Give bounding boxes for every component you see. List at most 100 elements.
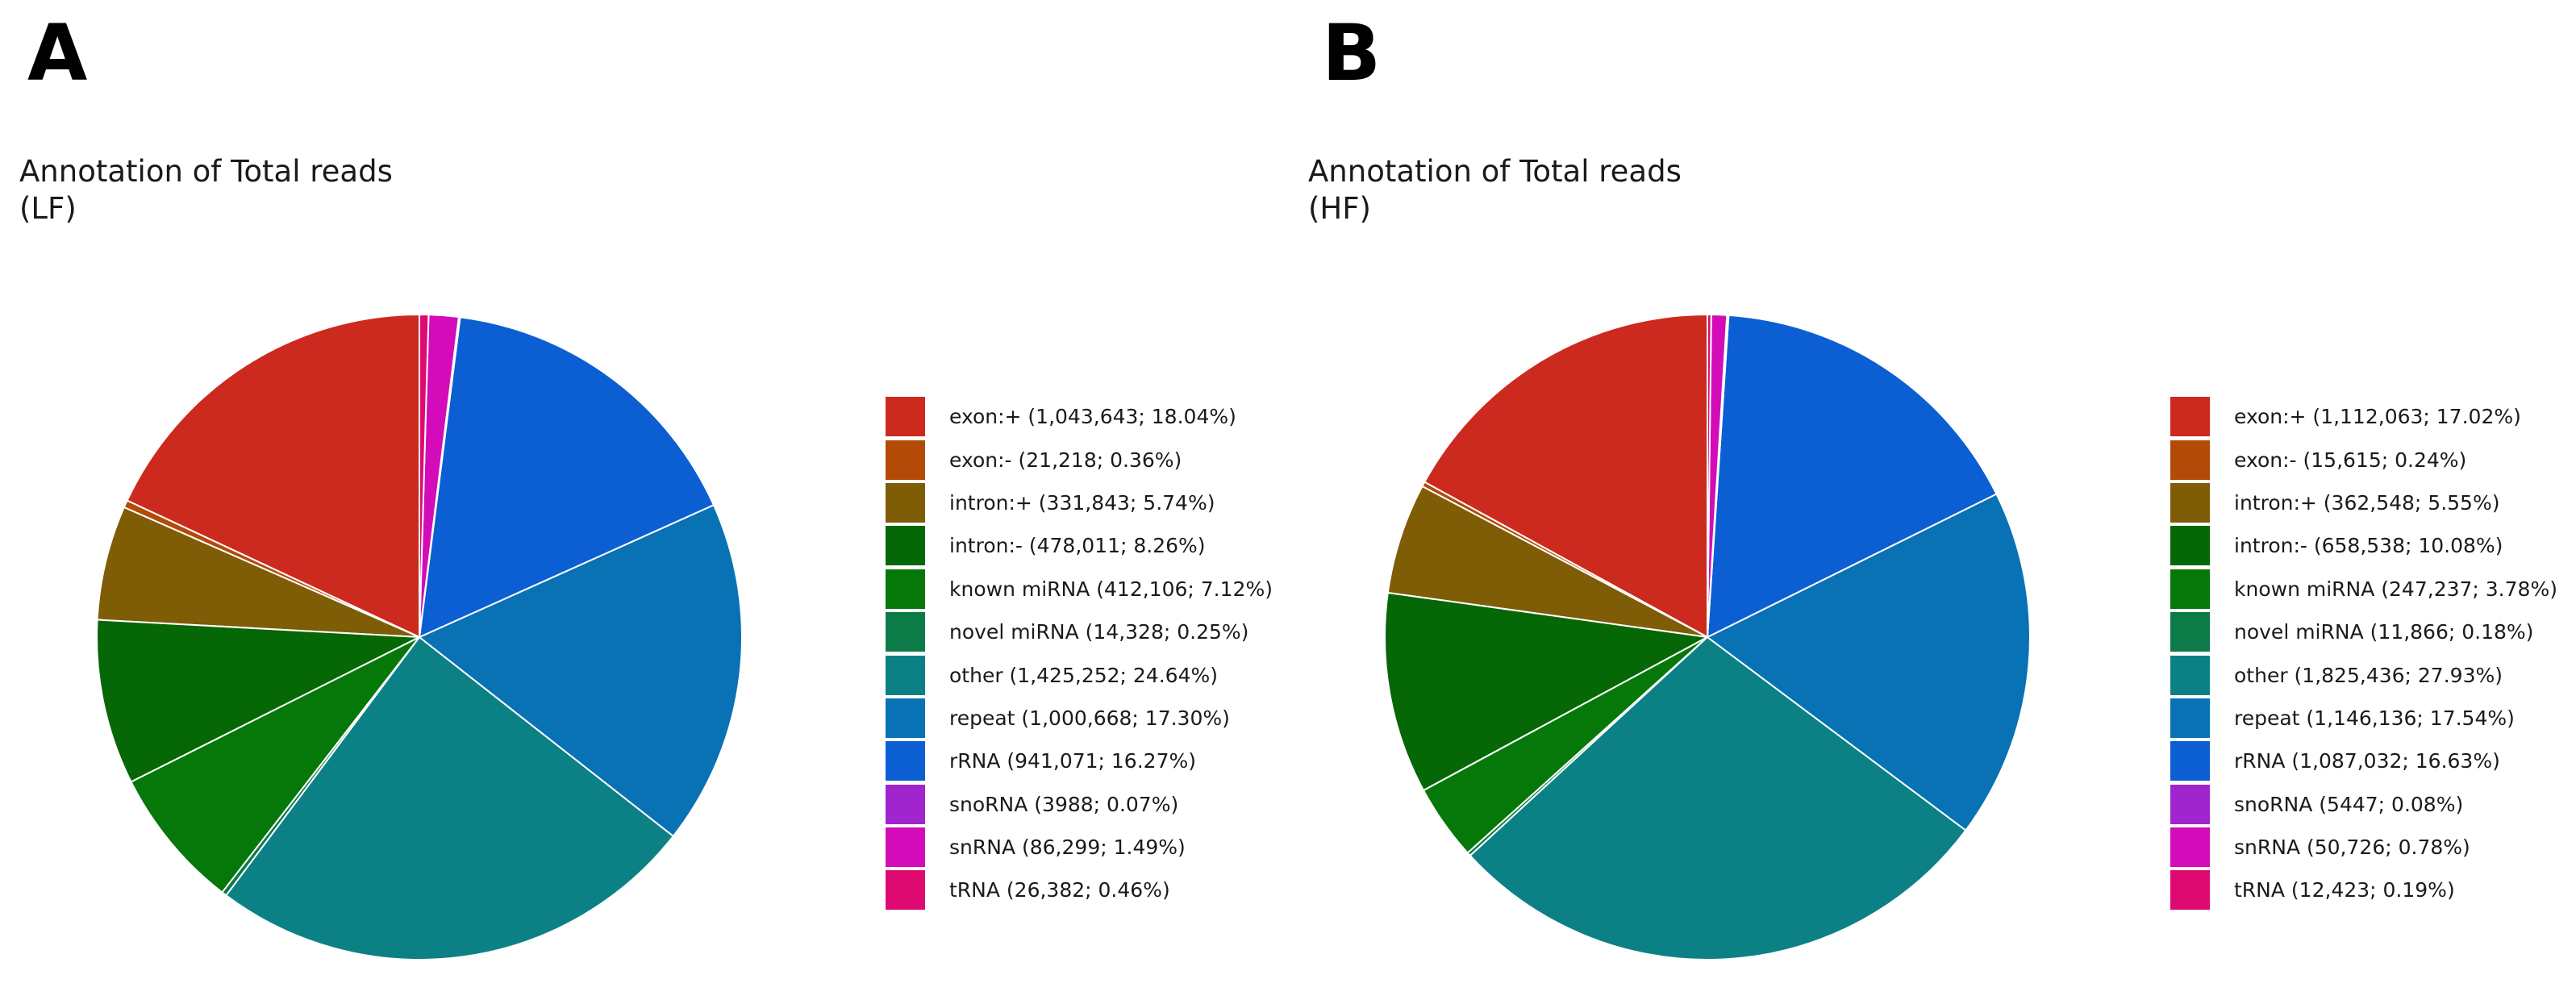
legend-item: snRNA (86,299; 1.49%) bbox=[886, 826, 1273, 869]
legend-item: exon:+ (1,043,643; 18.04%) bbox=[886, 395, 1273, 438]
legend-item: intron:+ (331,843; 5.74%) bbox=[886, 481, 1273, 524]
legend-item: tRNA (26,382; 0.46%) bbox=[886, 869, 1273, 911]
legend-swatch bbox=[2170, 655, 2210, 695]
chart-title: Annotation of Total reads (HF) bbox=[1308, 153, 1682, 227]
chart-title-line-2: (LF) bbox=[19, 191, 77, 226]
legend-swatch bbox=[886, 827, 925, 868]
pie-slice-other bbox=[1469, 636, 1967, 961]
legend-label: rRNA (1,087,032; 16.63%) bbox=[2234, 749, 2500, 773]
pie-slice-known-mirna bbox=[130, 636, 420, 894]
legend-item: repeat (1,146,136; 17.54%) bbox=[2170, 697, 2557, 740]
legend-item: intron:- (478,011; 8.26%) bbox=[886, 524, 1273, 567]
legend-label: intron:+ (331,843; 5.74%) bbox=[949, 490, 1215, 515]
legend-label: other (1,825,436; 27.93%) bbox=[2234, 663, 2503, 687]
legend-swatch bbox=[886, 397, 925, 437]
legend-swatch bbox=[2170, 397, 2210, 437]
legend-label: snoRNA (3988; 0.07%) bbox=[949, 792, 1179, 816]
legend-label: tRNA (12,423; 0.19%) bbox=[2234, 878, 2455, 902]
legend-swatch bbox=[886, 870, 925, 911]
legend-label: known miRNA (412,106; 7.12%) bbox=[949, 577, 1273, 601]
legend-swatch bbox=[886, 655, 925, 695]
pie-slice-repeat bbox=[419, 504, 743, 837]
legend-label: novel miRNA (11,866; 0.18%) bbox=[2234, 620, 2534, 644]
chart-title-line-2: (HF) bbox=[1308, 191, 1371, 226]
legend-label: intron:- (478,011; 8.26%) bbox=[949, 534, 1206, 558]
pie-slice-trna bbox=[1707, 314, 1712, 638]
legend-item: snoRNA (3988; 0.07%) bbox=[886, 783, 1273, 826]
legend-label: exon:- (21,218; 0.36%) bbox=[949, 448, 1182, 472]
legend-label: other (1,425,252; 24.64%) bbox=[949, 663, 1218, 687]
legend-swatch bbox=[886, 698, 925, 738]
panel-a-lf: A Annotation of Total reads (LF) exon:+ … bbox=[19, 8, 1273, 961]
legend-label: exon:+ (1,112,063; 17.02%) bbox=[2234, 405, 2521, 429]
legend-label: intron:+ (362,548; 5.55%) bbox=[2234, 490, 2500, 515]
legend-swatch bbox=[2170, 569, 2210, 609]
legend-swatch bbox=[886, 569, 925, 609]
legend-item: exon:- (21,218; 0.36%) bbox=[886, 438, 1273, 481]
pie-slice-intronplus bbox=[1386, 485, 1708, 638]
legend-label: tRNA (26,382; 0.46%) bbox=[949, 878, 1170, 902]
legend-item: intron:- (658,538; 10.08%) bbox=[2170, 524, 2557, 567]
legend-label: known miRNA (247,237; 3.78%) bbox=[2234, 577, 2557, 601]
legend-item: novel miRNA (11,866; 0.18%) bbox=[2170, 611, 2557, 653]
legend-lf: exon:+ (1,043,643; 18.04%) exon:- (21,218… bbox=[886, 395, 1273, 912]
legend-item: other (1,825,436; 27.93%) bbox=[2170, 653, 2557, 696]
legend-swatch bbox=[2170, 482, 2210, 523]
pie-slice-repeat bbox=[1707, 493, 2031, 831]
legend-item: snRNA (50,726; 0.78%) bbox=[2170, 826, 2557, 869]
legend-swatch bbox=[2170, 698, 2210, 738]
legend-item: other (1,425,252; 24.64%) bbox=[886, 653, 1273, 696]
legend-item: rRNA (1,087,032; 16.63%) bbox=[2170, 740, 2557, 782]
legend-swatch bbox=[886, 741, 925, 781]
legend-swatch bbox=[886, 612, 925, 652]
legend-swatch bbox=[2170, 741, 2210, 781]
pie-slice-rrna bbox=[419, 316, 715, 638]
legend-item: exon:+ (1,112,063; 17.02%) bbox=[2170, 395, 2557, 438]
legend-swatch bbox=[886, 526, 925, 566]
legend-item: known miRNA (247,237; 3.78%) bbox=[2170, 568, 2557, 611]
chart-title-line-1: Annotation of Total reads bbox=[19, 154, 393, 189]
pie-slice-rrna bbox=[1707, 314, 1998, 638]
legend-swatch bbox=[886, 482, 925, 523]
legend-label: snRNA (50,726; 0.78%) bbox=[2234, 836, 2470, 860]
legend-label: novel miRNA (14,328; 0.25%) bbox=[949, 620, 1249, 644]
chart-title: Annotation of Total reads (LF) bbox=[19, 153, 393, 227]
pie-slice-trna bbox=[419, 313, 430, 638]
panel-label: B bbox=[1322, 8, 1382, 98]
legend-item: tRNA (12,423; 0.19%) bbox=[2170, 869, 2557, 911]
panel-b-hf: B Annotation of Total reads (HF) exon:+ … bbox=[1288, 0, 2576, 996]
legend-swatch bbox=[886, 440, 925, 480]
legend-swatch bbox=[886, 784, 925, 824]
legend-label: exon:- (15,615; 0.24%) bbox=[2234, 448, 2467, 472]
legend-label: repeat (1,000,668; 17.30%) bbox=[949, 706, 1230, 730]
legend-label: intron:- (658,538; 10.08%) bbox=[2234, 534, 2503, 558]
legend-label: rRNA (941,071; 16.27%) bbox=[949, 749, 1196, 773]
legend-swatch bbox=[2170, 526, 2210, 566]
legend-item: intron:+ (362,548; 5.55%) bbox=[2170, 481, 2557, 524]
pie-slice-intronminus bbox=[96, 619, 420, 783]
pie-chart-lf bbox=[96, 313, 743, 961]
panel-label: A bbox=[27, 8, 88, 98]
legend-hf: exon:+ (1,112,063; 17.02%) exon:- (15,615… bbox=[2170, 395, 2557, 912]
legend-swatch bbox=[2170, 784, 2210, 824]
pie-slice-exonplus bbox=[126, 314, 420, 638]
pie-slice-intronminus bbox=[1384, 591, 1708, 792]
legend-label: repeat (1,146,136; 17.54%) bbox=[2234, 706, 2515, 730]
chart-title-line-1: Annotation of Total reads bbox=[1308, 154, 1682, 189]
legend-swatch bbox=[2170, 612, 2210, 652]
legend-label: snRNA (86,299; 1.49%) bbox=[949, 836, 1186, 860]
legend-item: known miRNA (412,106; 7.12%) bbox=[886, 568, 1273, 611]
pie-slice-exonplus bbox=[1423, 314, 1708, 638]
legend-item: exon:- (15,615; 0.24%) bbox=[2170, 438, 2557, 481]
legend-swatch bbox=[2170, 440, 2210, 480]
pie-slice-other bbox=[225, 636, 674, 961]
legend-label: snoRNA (5447; 0.08%) bbox=[2234, 792, 2464, 816]
legend-swatch bbox=[2170, 870, 2210, 911]
legend-swatch bbox=[2170, 827, 2210, 868]
legend-item: repeat (1,000,668; 17.30%) bbox=[886, 697, 1273, 740]
pie-chart-hf bbox=[1384, 314, 2031, 961]
legend-label: exon:+ (1,043,643; 18.04%) bbox=[949, 405, 1236, 429]
legend-item: snoRNA (5447; 0.08%) bbox=[2170, 783, 2557, 826]
legend-item: rRNA (941,071; 16.27%) bbox=[886, 740, 1273, 782]
legend-item: novel miRNA (14,328; 0.25%) bbox=[886, 611, 1273, 653]
